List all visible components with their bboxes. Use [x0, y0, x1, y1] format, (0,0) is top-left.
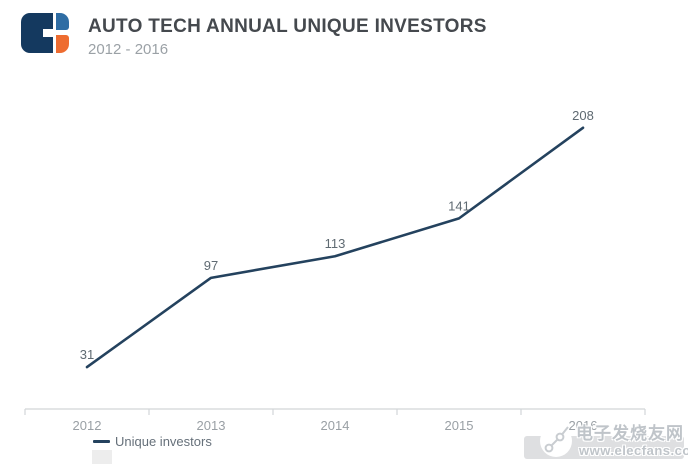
trend-nodes-icon [540, 425, 572, 457]
legend-label: Unique investors [115, 434, 212, 449]
logo-notch [43, 29, 53, 37]
chart-subtitle: 2012 - 2016 [88, 41, 169, 58]
data-label: 113 [325, 236, 346, 251]
title-group: AUTO TECH ANNUAL UNIQUE INVESTORS 2012 -… [88, 15, 487, 58]
x-axis-label: 2013 [197, 418, 226, 433]
x-axis-label: 2014 [321, 418, 350, 433]
watermark-fragment [92, 450, 112, 464]
data-label: 31 [80, 347, 94, 362]
watermark-site-name: 电子发烧友网 [576, 424, 684, 443]
cb-insights-logo-icon [21, 13, 69, 53]
data-label: 97 [204, 258, 218, 273]
data-label: 208 [572, 108, 594, 123]
x-axis-label: 2016 [569, 418, 598, 433]
x-axis-label: 2015 [445, 418, 474, 433]
watermark-site-url: www.elecfans.com [579, 443, 688, 458]
data-label: 141 [448, 198, 470, 213]
legend-line-swatch [93, 440, 110, 443]
logo-blue-block [56, 13, 69, 30]
elecfans-watermark: 电子发烧友网 www.elecfans.com [520, 415, 688, 469]
chart-header: AUTO TECH ANNUAL UNIQUE INVESTORS 2012 -… [0, 0, 688, 70]
x-axis-label: 2012 [73, 418, 102, 433]
chart-title: AUTO TECH ANNUAL UNIQUE INVESTORS [88, 16, 487, 37]
logo-orange-block [56, 35, 69, 53]
legend: Unique investors [93, 434, 212, 449]
series-line [85, 126, 585, 369]
